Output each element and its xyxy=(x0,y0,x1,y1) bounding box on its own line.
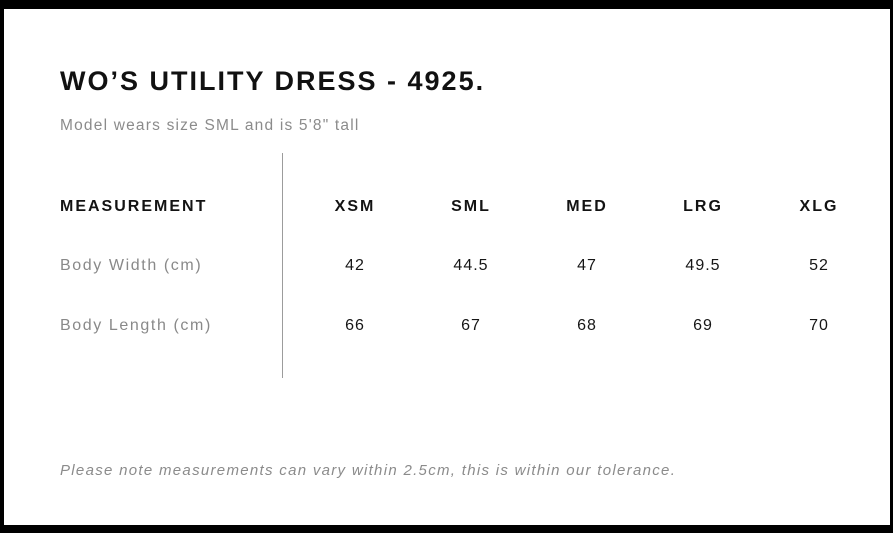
product-title: WO’S UTILITY DRESS - 4925. xyxy=(60,66,486,96)
body-width-med: 47 xyxy=(577,257,597,274)
table-row-body-length: Body Length (cm) 66 67 68 69 70 xyxy=(60,313,877,339)
body-length-xlg: 70 xyxy=(809,317,829,334)
column-header-measurement: MEASUREMENT xyxy=(60,198,208,215)
tolerance-note: Please note measurements can vary within… xyxy=(60,462,677,479)
body-width-xlg: 52 xyxy=(809,257,829,274)
body-length-med: 68 xyxy=(577,317,597,334)
column-header-lrg: LRG xyxy=(683,198,723,215)
body-length-xsm: 66 xyxy=(345,317,365,334)
table-row-body-width: Body Width (cm) 42 44.5 47 49.5 52 xyxy=(60,253,877,279)
column-header-med: MED xyxy=(566,198,608,215)
column-header-xsm: XSM xyxy=(334,198,376,215)
column-header-xlg: XLG xyxy=(799,198,839,215)
size-chart-table: MEASUREMENT XSM SML MED LRG XLG Body Wid… xyxy=(60,153,877,378)
body-length-sml: 67 xyxy=(461,317,481,334)
row-label-body-length: Body Length (cm) xyxy=(60,317,212,334)
body-width-sml: 44.5 xyxy=(453,257,489,274)
model-size-info: Model wears size SML and is 5'8" tall xyxy=(60,117,360,134)
column-header-sml: SML xyxy=(451,198,491,215)
table-vertical-divider xyxy=(282,153,283,378)
table-header-row: MEASUREMENT XSM SML MED LRG XLG xyxy=(60,194,877,220)
row-label-body-width: Body Width (cm) xyxy=(60,257,203,274)
body-width-lrg: 49.5 xyxy=(685,257,721,274)
body-width-xsm: 42 xyxy=(345,257,365,274)
body-length-lrg: 69 xyxy=(693,317,713,334)
